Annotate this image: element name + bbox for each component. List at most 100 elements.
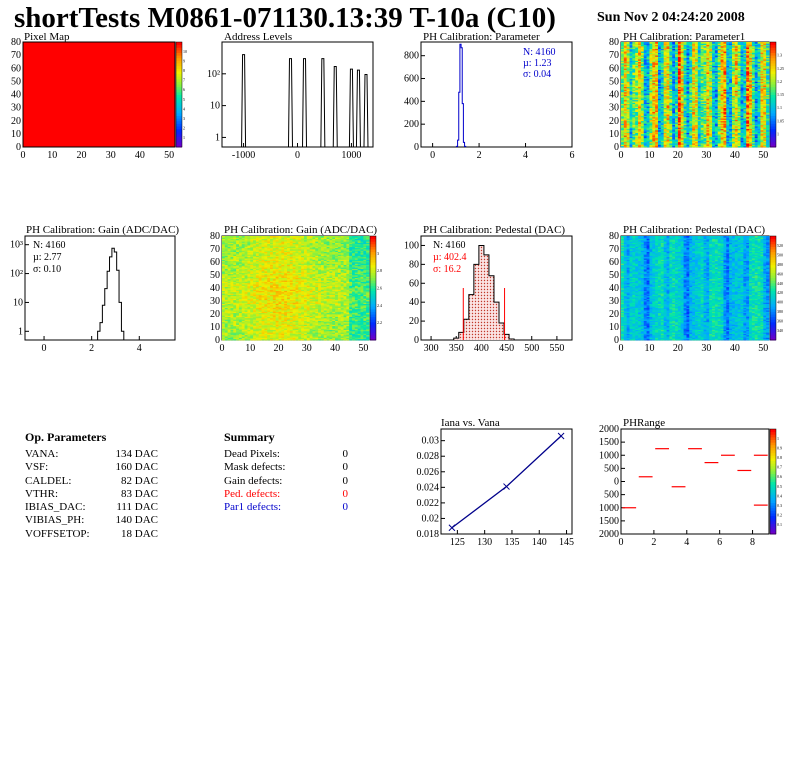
heatmap-cell <box>717 129 722 132</box>
heatmap-cell <box>706 78 710 81</box>
heatmap-cell <box>675 72 679 74</box>
heatmap-cell <box>669 57 673 60</box>
heatmap-cell <box>712 137 716 140</box>
heatmap-cell <box>621 107 625 110</box>
heatmap-cell <box>712 97 716 99</box>
heatmap-cell <box>677 59 682 61</box>
heatmap-cell <box>660 135 665 137</box>
heatmap-cell <box>729 80 733 82</box>
heatmap-cell <box>689 102 693 105</box>
heatmap-cell <box>632 60 636 63</box>
heatmap-cell <box>723 44 727 47</box>
heatmap-cell <box>686 126 690 128</box>
heatmap-cell <box>677 123 682 126</box>
heatmap-cell <box>677 86 682 89</box>
heatmap-cell <box>692 89 696 91</box>
heatmap-cell <box>706 111 710 114</box>
heatmap-cell <box>717 94 722 97</box>
heatmap-cell <box>683 120 687 123</box>
heatmap-cell <box>655 48 659 51</box>
heatmap-cell <box>700 72 704 74</box>
heatmap-cell <box>720 73 724 76</box>
heatmap-cell <box>666 48 670 51</box>
heatmap-cell <box>669 51 673 53</box>
heatmap-cell <box>703 112 707 115</box>
heatmap-cell <box>706 53 710 56</box>
heatmap-cell <box>677 99 682 102</box>
heatmap-cell <box>655 141 659 144</box>
heatmap-cell <box>700 60 704 63</box>
heatmap-cell <box>700 91 704 94</box>
heatmap-cell <box>686 81 690 84</box>
heatmap-cell <box>700 47 704 49</box>
heatmap-cell <box>712 82 716 85</box>
y-tick-label: 70 <box>11 50 21 61</box>
heatmap-cell <box>720 140 724 143</box>
heatmap-cell <box>697 76 702 78</box>
heatmap-cell <box>706 127 710 130</box>
heatmap-cell <box>626 129 630 132</box>
heatmap-cell <box>626 103 630 106</box>
heatmap-cell <box>629 122 633 124</box>
heatmap-cell <box>635 59 639 61</box>
heatmap-cell <box>706 66 710 69</box>
heatmap-cell <box>621 118 625 120</box>
heatmap-cell <box>652 111 656 114</box>
heatmap-cell <box>732 91 736 94</box>
heatmap-cell <box>626 137 630 140</box>
color-scale-label: 9 <box>183 59 185 64</box>
heatmap-cell <box>683 122 687 124</box>
heatmap-cell <box>717 63 722 65</box>
heatmap-cell <box>680 111 685 114</box>
heatmap-cell <box>709 87 713 90</box>
heatmap-cell <box>655 49 659 52</box>
heatmap-cell <box>652 48 656 51</box>
y-tick-label: 0 <box>614 142 619 153</box>
heatmap-cell <box>729 70 733 73</box>
heatmap-cell <box>726 56 730 59</box>
heatmap-cell <box>658 123 662 126</box>
heatmap-cell <box>646 112 650 115</box>
heatmap-cell <box>626 44 630 47</box>
heatmap-cell <box>703 86 707 89</box>
heatmap-cell <box>714 73 719 76</box>
heatmap-cell <box>626 111 630 114</box>
heatmap-cell <box>660 55 665 57</box>
heatmap-cell <box>686 141 690 144</box>
heatmap-cell <box>683 51 687 53</box>
heatmap-cell <box>683 124 687 127</box>
heatmap-cell <box>652 90 656 93</box>
heatmap-cell <box>686 103 690 106</box>
heatmap-cell <box>626 128 630 131</box>
heatmap-cell <box>658 145 662 148</box>
heatmap-cell <box>632 84 636 86</box>
heatmap-cell <box>646 74 650 77</box>
heatmap-cell <box>632 105 636 107</box>
heatmap-cell <box>677 102 682 105</box>
heatmap-cell <box>626 94 630 97</box>
heatmap-cell <box>638 91 642 94</box>
heatmap-cell <box>626 123 630 126</box>
heatmap-cell <box>706 42 710 44</box>
heatmap-cell <box>683 119 687 122</box>
heatmap-cell <box>663 69 667 72</box>
heatmap-cell <box>689 132 693 135</box>
heatmap-cell <box>709 63 713 65</box>
heatmap-cell <box>675 94 679 97</box>
heatmap-cell <box>700 80 704 82</box>
heatmap-cell <box>635 72 639 74</box>
heatmap-cell <box>663 53 667 56</box>
heatmap-cell <box>635 101 639 103</box>
heatmap-cell <box>729 44 733 47</box>
heatmap-cell <box>697 95 702 98</box>
heatmap-cell <box>706 77 710 80</box>
heatmap-cell <box>663 89 667 91</box>
heatmap-cell <box>621 73 625 76</box>
heatmap-cell <box>706 89 710 91</box>
heatmap-cell <box>695 128 699 131</box>
heatmap-cell <box>706 63 710 65</box>
heatmap-cell <box>686 114 690 116</box>
heatmap-cell <box>643 136 648 139</box>
heatmap-cell <box>643 61 648 64</box>
heatmap-cell <box>660 47 665 49</box>
